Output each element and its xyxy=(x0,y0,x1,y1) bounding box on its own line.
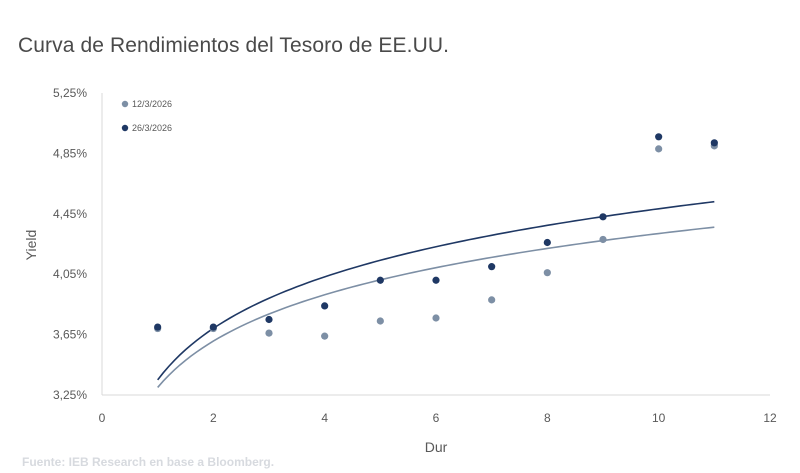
x-tick-label: 8 xyxy=(544,411,551,425)
y-tick-label: 5,25% xyxy=(53,86,87,100)
trendline-series-2 xyxy=(157,200,715,381)
trendlines xyxy=(157,200,715,388)
data-points xyxy=(154,133,718,340)
y-tick-label: 4,05% xyxy=(53,267,87,281)
data-point-series-2 xyxy=(655,133,663,141)
x-tick-label: 0 xyxy=(99,411,106,425)
y-axis-label: Yield xyxy=(23,230,39,261)
data-point-series-1 xyxy=(599,235,607,244)
data-point-series-2 xyxy=(376,276,384,284)
legend: 12/3/2026 26/3/2026 xyxy=(121,99,172,133)
data-point-series-2 xyxy=(209,323,217,331)
data-point-series-2 xyxy=(488,263,496,271)
x-tick-label: 2 xyxy=(210,411,217,425)
y-tick-label: 4,45% xyxy=(53,207,87,221)
data-point-series-1 xyxy=(543,269,551,277)
data-point-series-1 xyxy=(432,314,440,322)
source-note: Fuente: IEB Research en base a Bloomberg… xyxy=(22,455,275,469)
y-tick-label: 3,65% xyxy=(53,328,87,342)
x-tick-label: 4 xyxy=(321,411,328,425)
data-point-series-2 xyxy=(599,213,607,221)
data-point-series-1 xyxy=(376,317,384,325)
data-point-series-2 xyxy=(265,315,273,324)
x-tick-label: 6 xyxy=(433,411,440,425)
data-point-series-1 xyxy=(265,329,273,337)
x-axis-label: Dur xyxy=(425,439,448,455)
axes: 3,25% 3,65% 4,05% 4,45% 4,85% 5,25% 0 2 4 6 8 10 12 xyxy=(53,86,777,425)
legend-marker-series-1 xyxy=(121,100,129,108)
data-point-series-2 xyxy=(321,302,329,310)
data-point-series-1 xyxy=(655,145,663,153)
data-point-series-2 xyxy=(154,323,162,331)
data-point-series-2 xyxy=(543,238,551,247)
x-tick-label: 12 xyxy=(763,411,777,425)
y-tick-label: 3,25% xyxy=(53,388,87,402)
legend-label-series-1: 12/3/2026 xyxy=(132,99,172,109)
data-point-series-1 xyxy=(488,296,496,304)
x-tick-label: 10 xyxy=(652,411,666,425)
y-tick-label: 4,85% xyxy=(53,146,87,160)
chart-title: Curva de Rendimientos del Tesoro de EE.U… xyxy=(18,34,450,57)
legend-marker-series-2 xyxy=(121,124,129,132)
data-point-series-2 xyxy=(710,139,718,147)
legend-label-series-2: 26/3/2026 xyxy=(132,123,172,133)
data-point-series-2 xyxy=(432,276,440,284)
data-point-series-1 xyxy=(321,332,329,340)
trendline-series-1 xyxy=(157,226,715,388)
